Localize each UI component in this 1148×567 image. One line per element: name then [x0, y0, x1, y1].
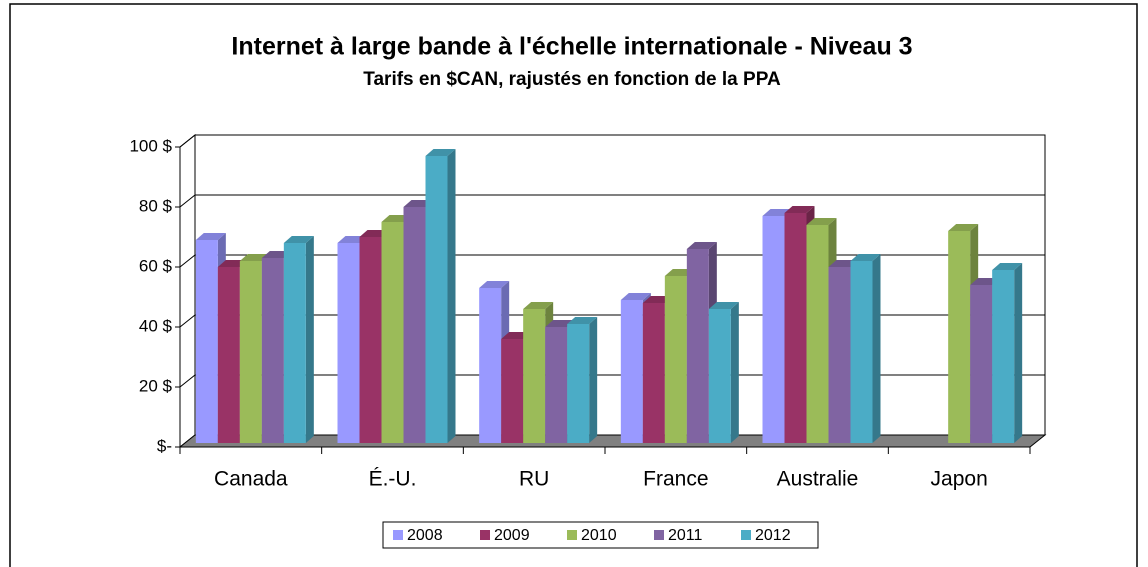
bar-front [664, 276, 687, 443]
legend-swatch [567, 530, 577, 540]
y-tick-label: 60 $ [139, 256, 173, 275]
y-tick-label: 100 $ [129, 136, 172, 155]
legend-swatch [654, 530, 664, 540]
chart-subtitle: Tarifs en $CAN, rajustés en fonction de … [363, 69, 781, 90]
bar-front [523, 309, 546, 443]
legend-label: 2010 [581, 527, 617, 544]
bar-side [872, 254, 881, 443]
bar-top [620, 293, 651, 300]
bar-top [850, 254, 881, 261]
bar-top [567, 317, 598, 324]
y-tick-label: $- [157, 436, 172, 455]
bar-top [686, 242, 717, 249]
x-tick-label: Canada [214, 468, 288, 491]
bar [425, 149, 456, 443]
bar-front [195, 240, 218, 443]
grid-line [179, 134, 1045, 148]
bar-front [425, 156, 448, 443]
y-tick-label: 20 $ [139, 376, 173, 395]
bar [283, 236, 314, 443]
bar [992, 263, 1023, 443]
bar-side [730, 302, 739, 443]
bar-front [784, 213, 807, 443]
bar-front [381, 222, 404, 443]
legend-label: 2008 [407, 527, 443, 544]
bar-front [970, 285, 993, 443]
bar-top [708, 302, 739, 309]
bar-front [992, 270, 1015, 443]
bar-front [337, 243, 360, 443]
grid-line [179, 254, 1045, 268]
x-tick-label: RU [519, 468, 549, 491]
x-tick-label: Australie [777, 468, 859, 491]
bar-top [784, 206, 815, 213]
bar-top [283, 236, 314, 243]
bar-front [686, 249, 709, 443]
side-wall [179, 133, 196, 449]
y-tick-label: 40 $ [139, 316, 173, 335]
bar [850, 254, 881, 443]
bar-top [806, 218, 837, 225]
legend-label: 2011 [668, 527, 703, 544]
legend-swatch [393, 530, 403, 540]
bar-top [992, 263, 1023, 270]
x-tick-label: France [643, 468, 708, 491]
grid-line [179, 374, 1045, 388]
bar-top [479, 281, 510, 288]
bar-top [195, 233, 226, 240]
x-tick-label: É.-U. [369, 468, 417, 491]
bar-front [403, 207, 426, 443]
bar [567, 317, 598, 443]
legend-swatch [741, 530, 751, 540]
bar-front [261, 258, 284, 443]
grid-line [179, 194, 1045, 208]
bar-front [501, 339, 524, 443]
bar-front [283, 243, 306, 443]
bar-front [828, 267, 851, 443]
bar-front [620, 300, 643, 443]
bar-side [447, 149, 456, 443]
back-wall [194, 134, 1046, 436]
bar-front [948, 231, 971, 443]
legend-swatch [480, 530, 490, 540]
bar-front [359, 237, 382, 443]
y-tick-label: 80 $ [139, 196, 173, 215]
bar [708, 302, 739, 443]
x-tick-label: Japon [931, 468, 988, 491]
bar-side [1014, 263, 1023, 443]
bar-front [545, 327, 568, 443]
bar-front [217, 267, 240, 443]
bar-front [479, 288, 502, 443]
grid-line [179, 314, 1045, 328]
chart-title: Internet à large bande à l'échelle inter… [231, 33, 912, 61]
bar-front [567, 324, 590, 443]
bar-front [762, 216, 785, 443]
bar-side [589, 317, 598, 443]
legend-label: 2012 [755, 527, 791, 544]
bar-front [239, 261, 262, 443]
bar-top [523, 302, 554, 309]
bar-side [305, 236, 314, 443]
bar-top [425, 149, 456, 156]
bar-front [642, 303, 665, 443]
bar-front [850, 261, 873, 443]
bar-front [806, 225, 829, 443]
bar-top [948, 224, 979, 231]
legend-label: 2009 [494, 527, 530, 544]
bar-front [708, 309, 731, 443]
